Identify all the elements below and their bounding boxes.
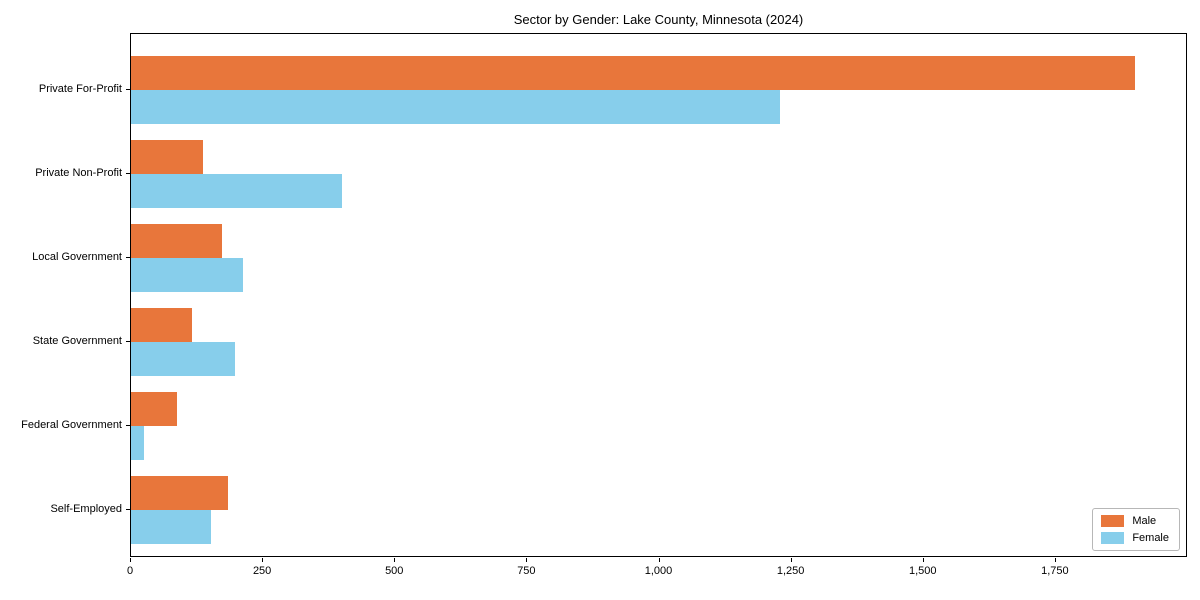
bar-female-bottom [131, 90, 780, 124]
y-axis-tick-mark [126, 509, 130, 510]
x-axis-tick-label: 1,000 [644, 565, 673, 577]
y-axis-tick-mark [126, 425, 130, 426]
bar-female-bottom [131, 342, 235, 376]
bar-female-bottom [131, 174, 342, 208]
y-axis-category-label: Local Government [32, 251, 122, 263]
x-axis-tick-mark [790, 558, 792, 562]
bar-male-top [131, 476, 228, 510]
x-axis-tick-label: 250 [252, 565, 272, 577]
legend-entry-female: Female [1101, 532, 1169, 544]
x-axis-tick-mark [130, 558, 131, 562]
bar-male-top [131, 224, 222, 258]
bar-female-bottom [131, 426, 144, 460]
legend-label-female: Female [1132, 532, 1169, 544]
x-axis-tick-mark [262, 558, 264, 562]
chart-title: Sector by Gender: Lake County, Minnesota… [513, 12, 804, 27]
x-axis-tick-mark [394, 558, 396, 562]
x-axis-tick-mark [658, 558, 660, 562]
x-axis-tick-label: 750 [517, 565, 536, 577]
x-axis-tick-label: 500 [385, 565, 404, 577]
legend: Male Female [1092, 508, 1180, 551]
legend-swatch-male [1101, 515, 1125, 527]
legend-entry-male: Male [1101, 515, 1169, 527]
y-axis-category-label: Private For-Profit [38, 83, 122, 95]
x-axis-tick-label: 1,250 [776, 565, 805, 577]
y-axis-tick-mark [126, 173, 130, 174]
x-axis-tick-mark [922, 558, 924, 562]
bar-female-bottom [131, 258, 243, 292]
x-axis-tick-label: 1,750 [1041, 565, 1069, 577]
legend-label-male: Male [1132, 515, 1157, 527]
y-axis-tick-mark [126, 257, 130, 258]
x-axis-tick-mark [526, 558, 528, 562]
bar-female-bottom [131, 510, 211, 544]
x-axis-tick-label: 0 [126, 565, 134, 577]
y-axis-category-label: Private Non-Profit [35, 167, 122, 179]
y-axis-category-label: Self-Employed [50, 503, 122, 515]
y-axis-category-label: Federal Government [21, 419, 122, 431]
y-axis-tick-mark [126, 89, 130, 90]
legend-swatch-female [1101, 532, 1125, 544]
bar-male-top [131, 308, 192, 342]
y-axis-category-label: State Government [32, 335, 122, 347]
y-axis-tick-mark [126, 341, 130, 342]
bar-male-top [131, 56, 1135, 90]
plot-area: Male Female [130, 33, 1187, 557]
bar-male-top [131, 140, 203, 174]
bar-male-top [131, 392, 177, 426]
x-axis-tick-label: 1,500 [908, 565, 937, 577]
x-axis-tick-mark [1054, 558, 1056, 562]
